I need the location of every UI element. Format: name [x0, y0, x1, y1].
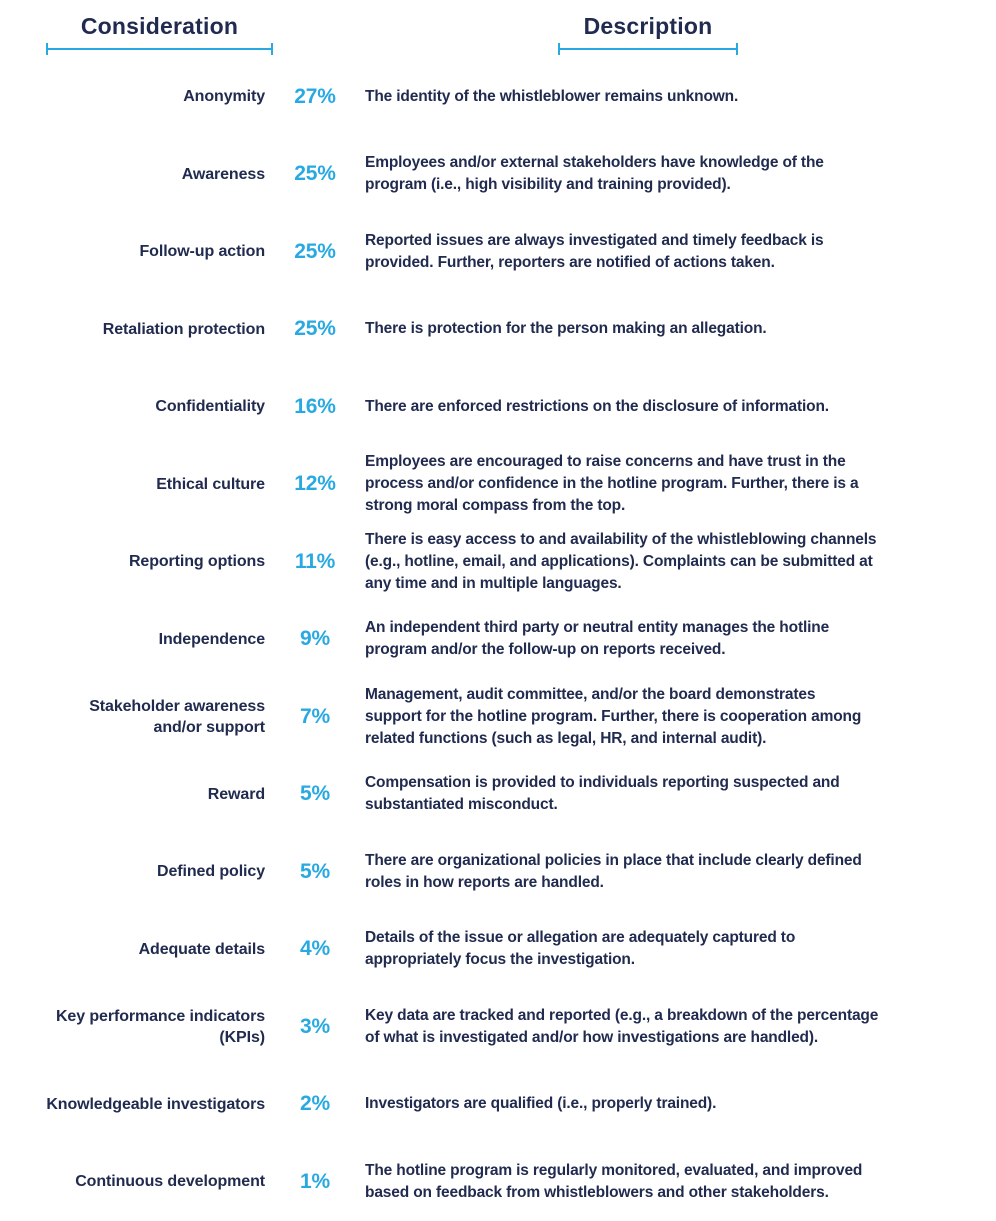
- percentage-value: 5%: [300, 859, 330, 883]
- percentage-value: 25%: [294, 162, 336, 186]
- description-text: An independent third party or neutral en…: [365, 619, 830, 659]
- description-text: Management, audit committee, and/or the …: [365, 685, 862, 747]
- percentage-value: 12%: [294, 472, 336, 496]
- description-text: Employees are encouraged to raise concer…: [365, 453, 859, 515]
- percentage-value: 3%: [300, 1014, 330, 1038]
- description-header-title: Description: [583, 13, 713, 39]
- percentage-value: 4%: [300, 937, 330, 961]
- percentage-value: 1%: [300, 1169, 330, 1193]
- percentage-value: 5%: [300, 782, 330, 806]
- consideration-label: Continuous development: [75, 1173, 265, 1191]
- consideration-label: Reward: [207, 785, 265, 803]
- description-text: There is easy access to and availability…: [365, 530, 877, 592]
- consideration-label: Stakeholder awareness and/or support: [89, 697, 265, 736]
- description-text: Key data are tracked and reported (e.g.,…: [365, 1006, 879, 1046]
- consideration-label: Retaliation protection: [102, 320, 265, 338]
- percentage-value: 2%: [300, 1092, 330, 1116]
- description-text: There are enforced restrictions on the d…: [365, 397, 829, 415]
- table-header: Consideration Description: [0, 0, 996, 58]
- consideration-label: Reporting options: [128, 553, 265, 571]
- consideration-label: Awareness: [181, 165, 265, 183]
- percentage-value: 16%: [294, 394, 336, 418]
- description-header: Description: [558, 0, 738, 55]
- percentage-value: 9%: [300, 627, 330, 651]
- percentage-value: 25%: [294, 317, 336, 341]
- description-header-underline: [558, 43, 738, 55]
- description-text: There is protection for the person makin…: [365, 320, 767, 338]
- consideration-label: Ethical culture: [156, 475, 265, 493]
- description-text: Compensation is provided to individuals …: [365, 774, 840, 814]
- percentage-value: 7%: [300, 704, 330, 728]
- consideration-label: Anonymity: [183, 88, 265, 106]
- percentage-value: 25%: [294, 239, 336, 263]
- consideration-label: Independence: [158, 630, 265, 648]
- consideration-header-underline: [46, 43, 273, 55]
- consideration-label: Confidentiality: [155, 398, 265, 416]
- consideration-label: Adequate details: [138, 940, 266, 958]
- description-text: The identity of the whistleblower remain…: [365, 87, 739, 105]
- description-text: Employees and/or external stakeholders h…: [365, 154, 824, 194]
- description-text: There are organizational policies in pla…: [365, 851, 862, 891]
- consideration-label: Knowledgeable investigators: [46, 1095, 265, 1113]
- percentage-value: 11%: [294, 549, 336, 573]
- consideration-header: Consideration: [46, 0, 273, 55]
- percentage-value: 27%: [294, 84, 336, 108]
- consideration-header-title: Consideration: [80, 13, 239, 39]
- description-text: Reported issues are always investigated …: [365, 231, 824, 271]
- consideration-label: Follow-up action: [139, 243, 266, 261]
- description-text: The hotline program is regularly monitor…: [365, 1161, 863, 1201]
- table-body: Anonymity 27% The identity of the whistl…: [0, 58, 996, 1221]
- description-text: Details of the issue or allegation are a…: [365, 929, 796, 969]
- description-text: Investigators are qualified (i.e., prope…: [365, 1095, 717, 1113]
- consideration-label: Defined policy: [157, 863, 265, 881]
- consideration-label: Key performance indicators (KPIs): [55, 1007, 265, 1046]
